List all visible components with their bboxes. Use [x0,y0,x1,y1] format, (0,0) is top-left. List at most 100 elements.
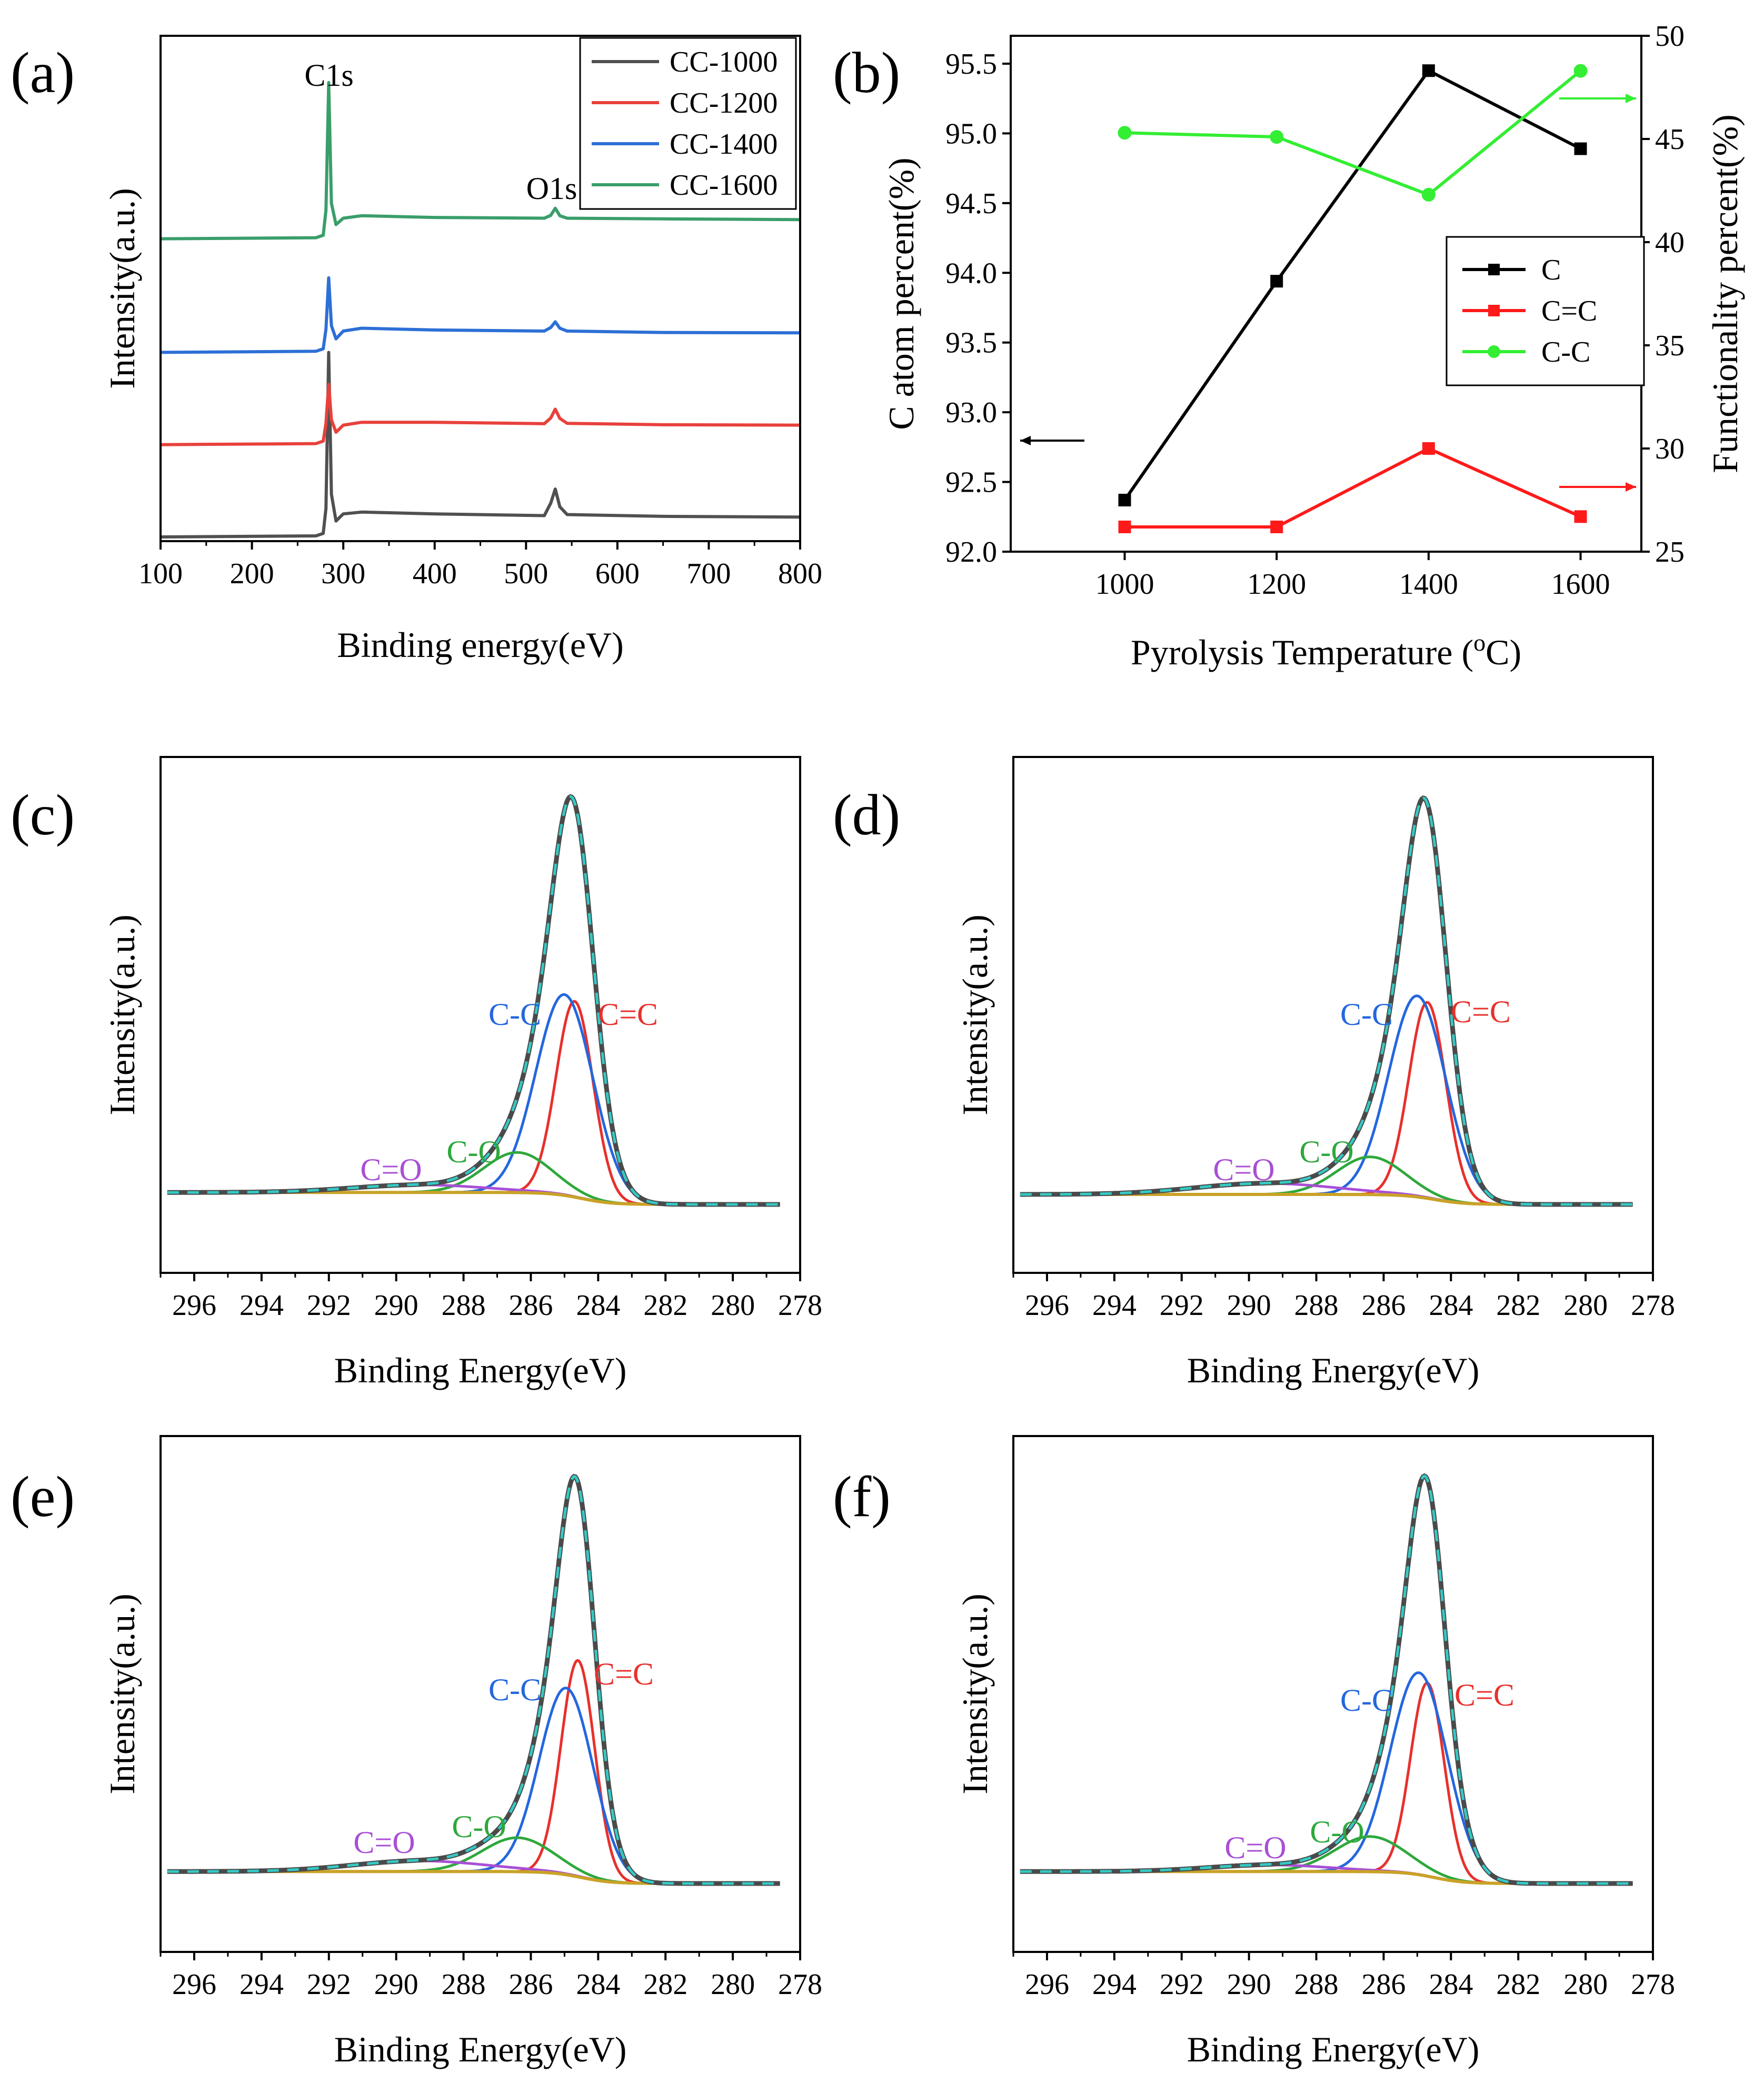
series-line-CC-1000 [160,351,801,539]
y-axis-title: Intensity(a.u.) [955,914,995,1115]
component-label-c-double-o: C=O [360,1152,422,1187]
data-point-C=C [1118,520,1131,533]
x-tick-label: 282 [1496,1289,1540,1322]
x-tick-label: 282 [643,1289,687,1322]
x-tick-label: 290 [1227,1289,1271,1322]
x-axis-title-superscript: o [1473,629,1486,656]
x-tick-label: 278 [1631,1968,1675,2001]
y-right-tick-label: 30 [1655,433,1685,465]
plot-frame [160,1435,801,1953]
chart-e-c1s-fit: 296 294 292 290 288 286 284 282 280 278 Binding En… [102,1435,822,2069]
x-tick-label: 284 [576,1968,620,2001]
x-tick-label: 288 [1294,1289,1339,1322]
legend-label-CC-1400: CC-1400 [670,128,778,161]
x-tick-label: 292 [1160,1968,1204,2001]
x-tick-label: 294 [240,1289,284,1322]
panel-label-b: (b) [833,41,900,105]
plot-frame [1012,756,1654,1274]
series-line-C [1123,68,1581,501]
x-tick-label: 286 [509,1289,553,1322]
component-label-c-c: C-C [1340,997,1393,1032]
x-tick-label: 288 [442,1968,486,2001]
x-tick-label: 280 [1563,1289,1608,1322]
x-tick-label: 278 [1631,1289,1675,1322]
x-tick-label: 284 [1429,1289,1473,1322]
component-label-c-c: C-C [1340,1683,1393,1718]
panel-label-f: (f) [833,1464,891,1529]
data-point-C=C [1422,442,1435,455]
arrow-right-axis-cc-single-head [1626,94,1636,103]
x-tick-label: 278 [778,1289,822,1322]
fitted-envelope [167,1474,780,1885]
data-point-C-C [1421,187,1436,202]
component-label-c-double-o: C=O [1224,1830,1286,1865]
data-point-C [1270,275,1283,288]
series-line-CC-1600 [160,81,801,241]
legend-label-CC-1000: CC-1000 [670,46,778,78]
legend-marker-C-C [1488,345,1500,358]
fitted-envelope [1020,1474,1633,1885]
x-tick-label: 286 [509,1968,553,2001]
x-tick-label: 700 [686,557,731,590]
component-label-c-o: C-O [446,1134,501,1169]
x-tick-label: 294 [1092,1968,1137,2001]
legend-label-C=C: C=C [1541,295,1597,327]
panel-label-c: (c) [11,783,75,847]
legend-marker-C [1488,264,1500,275]
chart-b-composition: 1000 1200 1400 1600 92.0 92.5 93.0 93.5 94.0 94.5… [881,20,1745,672]
series-line-CC-1200 [160,383,801,446]
fitted-envelope [1020,796,1633,1206]
y-right-axis-title: Functionality percent(%) [1705,114,1745,473]
component-label-c-double-c: C=C [1454,1678,1514,1712]
x-tick-label: 280 [711,1289,755,1322]
panel-label-d: (d) [833,783,900,847]
data-point-C [1422,64,1435,77]
x-tick-label: 800 [778,557,822,590]
legend-label-C: C [1541,254,1561,286]
series-line-C-C [1124,69,1582,197]
x-tick-label: 294 [240,1968,284,2001]
plot-frame [160,756,801,1274]
x-axis-title: Binding Energy(eV) [334,1350,627,1390]
data-point-C-C [1270,130,1284,144]
arrow-left-axis-c-head [1020,436,1031,445]
component-label-c-o: C-O [452,1809,506,1844]
x-tick-label: 294 [1092,1289,1137,1322]
x-tick-label: 284 [1429,1968,1473,2001]
component-label-c-double-c: C=C [1451,994,1511,1029]
x-axis-title: Pyrolysis Temperature (oC) [1131,629,1521,672]
x-axis-title: Binding Energy(eV) [1187,1350,1480,1390]
x-tick-label: 290 [374,1968,418,2001]
x-tick-label: 1400 [1399,568,1458,601]
x-tick-label: 1000 [1095,568,1154,601]
data-point-C-C [1118,126,1132,140]
component-label-c-double-c: C=C [594,1657,654,1691]
data-point-C=C [1270,520,1283,533]
legend-box [579,37,797,210]
x-tick-label: 600 [595,557,640,590]
x-axis-title: Binding Energy(eV) [334,2029,627,2069]
y-right-tick-label: 45 [1655,123,1685,156]
arrow-right-axis-cc-double-head [1626,482,1636,492]
x-tick-label: 286 [1361,1968,1406,2001]
y-tick-label: 94.0 [945,257,997,290]
chart-d-c1s-fit: 296 294 292 290 288 286 284 282 280 278 Binding En… [955,756,1675,1390]
panel-label-e: (e) [11,1464,75,1529]
x-tick-label: 300 [321,557,365,590]
x-tick-label: 284 [576,1289,620,1322]
x-tick-label: 280 [711,1968,755,2001]
x-tick-label: 296 [172,1968,216,2001]
series-line-CC-1400 [160,276,801,354]
x-tick-label: 500 [504,557,548,590]
x-tick-label: 400 [413,557,457,590]
x-tick-label: 292 [1160,1289,1204,1322]
fitted-envelope [167,795,780,1206]
legend-label-CC-1200: CC-1200 [670,87,778,119]
y-axis-title: Intensity(a.u.) [102,914,142,1115]
y-tick-label: 95.5 [945,48,997,81]
x-tick-label: 280 [1563,1968,1608,2001]
x-tick-label: 1200 [1247,568,1306,601]
y-tick-label: 95.0 [945,117,997,150]
component-label-c-o: C-O [1299,1134,1353,1169]
